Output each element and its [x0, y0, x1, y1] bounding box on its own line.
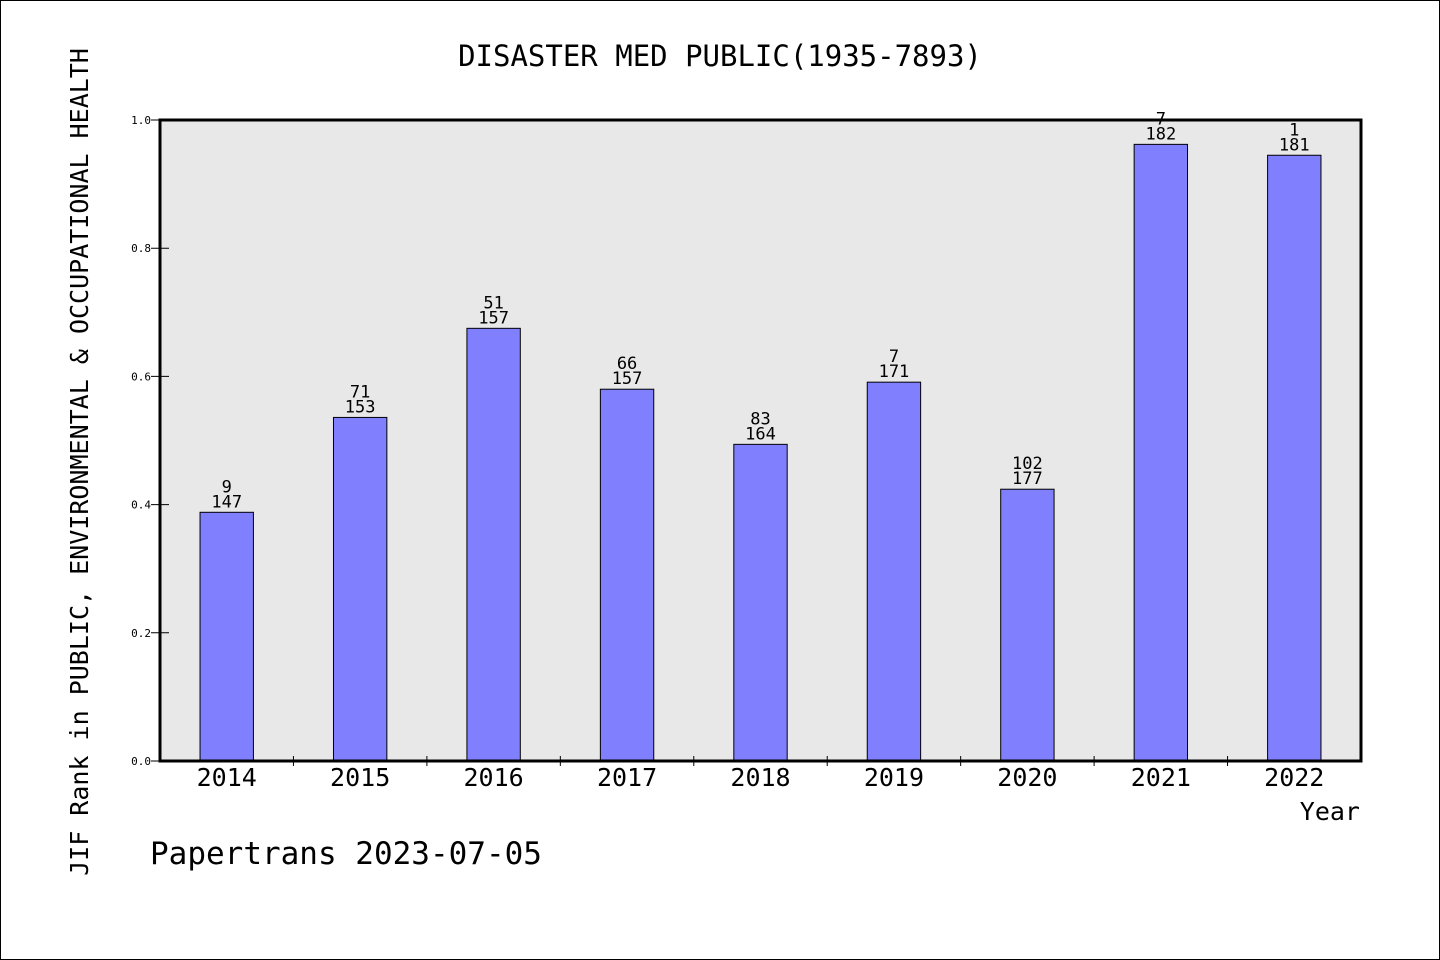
y-tick-label: 0.2	[131, 627, 151, 640]
footer-text: Papertrans 2023-07-05	[150, 836, 542, 872]
y-tick-label: 1.0	[131, 114, 151, 127]
bar-2018	[733, 443, 788, 762]
bar-2020	[1000, 488, 1055, 762]
x-tick-label: 2018	[730, 763, 790, 792]
data-label-rank: 1	[1289, 120, 1299, 140]
x-tick-label: 2021	[1131, 763, 1191, 792]
x-tick-label: 2015	[330, 763, 390, 792]
data-label-total: 164	[745, 424, 776, 444]
data-label-rank: 51	[483, 293, 503, 313]
bar-2014	[199, 511, 254, 762]
data-label-rank: 9	[222, 477, 232, 497]
data-label-total: 182	[1145, 124, 1176, 144]
y-tick-label: 0.4	[131, 499, 151, 512]
data-label-rank: 71	[350, 382, 370, 402]
x-tick-label: 2022	[1264, 763, 1324, 792]
data-label-rank: 66	[617, 354, 637, 374]
x-tick-label: 2019	[864, 763, 924, 792]
data-label-total: 157	[478, 308, 509, 328]
y-axis-label: JIF Rank in PUBLIC, ENVIRONMENTAL & OCCU…	[65, 48, 94, 876]
x-tick-label: 2020	[997, 763, 1057, 792]
bar-2022	[1267, 154, 1322, 762]
y-axis: 0.0 0.2 0.4 0.6 0.8 1.0	[131, 114, 169, 768]
data-label-total: 171	[879, 362, 910, 382]
data-label-rank: 7	[889, 347, 899, 367]
data-label-total: 157	[612, 369, 643, 389]
x-tick-label: 2017	[597, 763, 657, 792]
x-axis-label: Year	[1300, 797, 1360, 826]
x-tick-label: 2016	[464, 763, 524, 792]
bar-2019	[866, 381, 922, 762]
data-label-total: 177	[1012, 469, 1043, 489]
data-label-total: 181	[1279, 135, 1310, 155]
plot-frame	[158, 118, 1363, 763]
bar-2016	[466, 327, 521, 762]
bar-2017	[599, 388, 655, 762]
data-label-rank: 102	[1012, 454, 1043, 474]
y-tick-label: 0.8	[131, 242, 151, 255]
chart-title: DISASTER MED PUBLIC(1935-7893)	[458, 39, 982, 73]
data-label-total: 153	[345, 397, 376, 417]
y-tick-label: 0.6	[131, 370, 151, 383]
y-tick-label: 0.0	[131, 755, 151, 768]
x-axis: 2014 2015 2016 2017 2018 2019 2020 2021 2022	[197, 756, 1324, 792]
data-label-total: 147	[211, 492, 242, 512]
bar-2015	[332, 416, 388, 762]
x-tick-label: 2014	[197, 763, 257, 792]
data-label-rank: 83	[750, 409, 770, 429]
bar-2021	[1133, 143, 1189, 762]
